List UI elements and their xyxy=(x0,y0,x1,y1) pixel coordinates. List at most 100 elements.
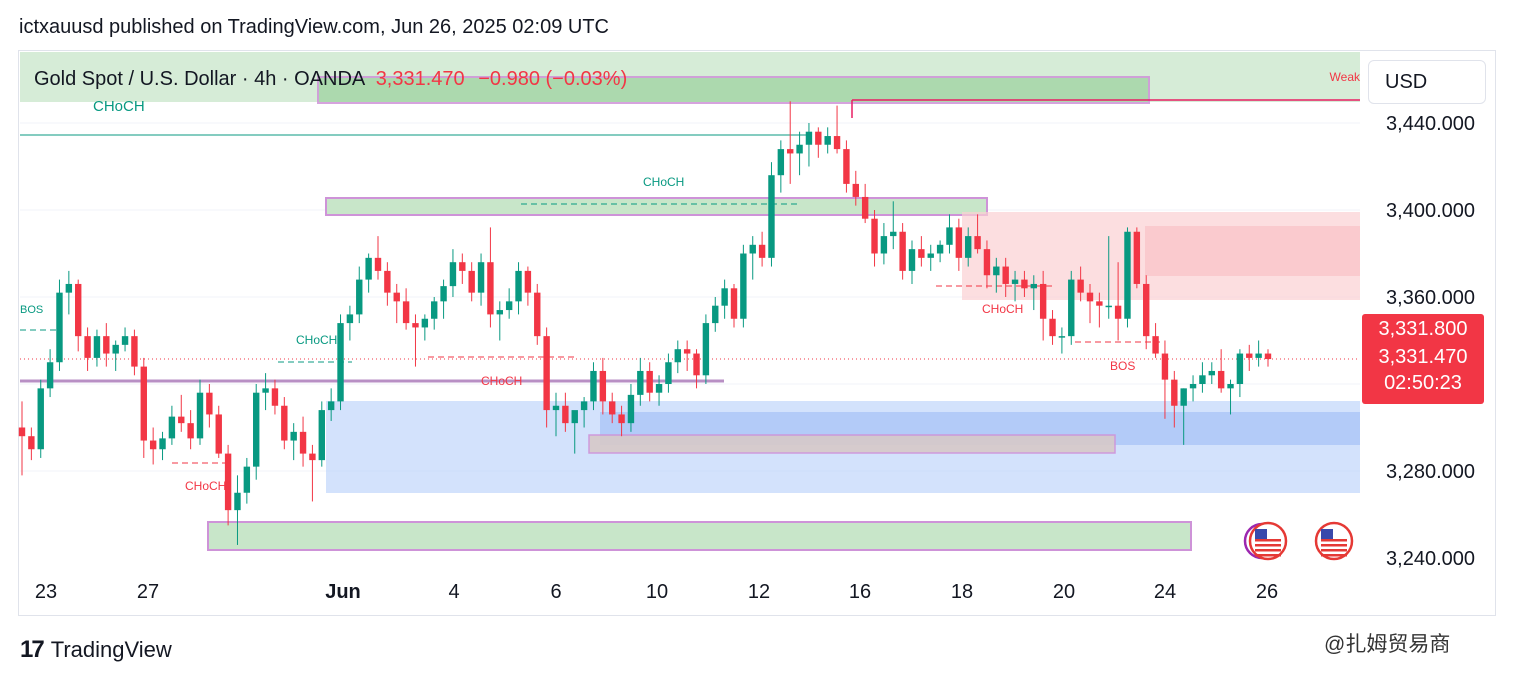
candle-body xyxy=(196,392,204,439)
candle-body xyxy=(534,292,541,337)
annotation-choch_top_left: CHoCH xyxy=(93,98,145,115)
candle-body xyxy=(1049,318,1056,337)
candles-layer xyxy=(18,101,1272,545)
top-order-block xyxy=(317,76,1150,104)
candle-body xyxy=(993,266,1000,276)
x-tick-label: 26 xyxy=(1256,581,1278,603)
tradingview-logo[interactable]: 17 TradingView xyxy=(20,636,172,664)
candle-body xyxy=(936,244,944,254)
x-tick-label: 23 xyxy=(35,581,57,603)
candle-body xyxy=(1208,370,1215,376)
symbol-legend[interactable]: Gold Spot / U.S. Dollar · 4h · OANDA 3,3… xyxy=(34,68,627,91)
legend-price: 3,331.470 xyxy=(375,68,465,90)
flag-stripe xyxy=(1321,554,1347,557)
publisher-line: ictxauusd published on TradingView.com, … xyxy=(19,16,609,38)
candle-body xyxy=(487,262,494,315)
annotation-choch_left_mid: CHoCH xyxy=(296,333,337,347)
currency-button[interactable]: USD xyxy=(1368,60,1486,104)
candle-body xyxy=(168,416,176,439)
candle-body xyxy=(346,314,354,324)
candle-body xyxy=(618,414,625,424)
symbol-title: Gold Spot / U.S. Dollar · 4h · OANDA xyxy=(34,68,365,90)
candle-body xyxy=(281,405,288,441)
candle-body xyxy=(524,270,532,293)
legend-change: −0.980 (−0.03%) xyxy=(478,68,628,90)
flag-stripe xyxy=(1255,549,1281,552)
candle-body xyxy=(833,136,841,150)
candle-body xyxy=(243,466,251,493)
candle-body xyxy=(75,283,82,337)
candle-body xyxy=(1124,231,1131,319)
candle-body xyxy=(496,310,503,315)
y-tick-label: 3,280.000 xyxy=(1386,461,1475,483)
y-tick-label: 3,360.000 xyxy=(1386,287,1475,309)
candle-body xyxy=(543,336,550,411)
last-price-label: 3,331.470 xyxy=(1378,346,1468,368)
candle-body xyxy=(805,131,813,145)
candle-body xyxy=(1077,279,1084,293)
candle-body xyxy=(112,344,119,354)
grey-block xyxy=(588,434,1116,454)
candle-body xyxy=(693,353,700,376)
candle-body xyxy=(646,370,653,393)
flag-canton xyxy=(1321,529,1333,539)
candle-body xyxy=(908,249,916,271)
candle-body xyxy=(1096,301,1103,306)
candle-body xyxy=(721,288,728,306)
candle-body xyxy=(637,370,644,395)
mid-order-block xyxy=(325,197,988,216)
flag-stripe xyxy=(1255,554,1281,557)
candle-body xyxy=(740,253,747,319)
x-tick-label: 20 xyxy=(1053,581,1075,603)
candle-body xyxy=(459,262,466,271)
candle-body xyxy=(327,401,335,411)
candle-body xyxy=(384,270,391,293)
candle-body xyxy=(552,405,560,411)
bottom-order-block xyxy=(207,521,1192,551)
candle-body xyxy=(965,236,972,258)
candle-body xyxy=(103,336,110,354)
candle-body xyxy=(412,323,419,328)
countdown-label: 02:50:23 xyxy=(1384,372,1462,394)
candle-body xyxy=(290,431,297,441)
candle-body xyxy=(374,257,382,271)
candle-body xyxy=(178,416,185,424)
candle-body xyxy=(440,286,447,302)
candle-body xyxy=(1217,370,1225,389)
candle-body xyxy=(787,149,794,154)
candle-body xyxy=(861,196,869,219)
candle-body xyxy=(402,301,410,324)
price-scale: 3,440.000 3,400.000 3,360.000 3,280.000 3,24… xyxy=(1386,113,1475,570)
candle-body xyxy=(1236,353,1244,384)
candle-body xyxy=(562,405,569,424)
candle-body xyxy=(131,336,138,367)
candle-body xyxy=(890,231,897,237)
event-icons xyxy=(1243,521,1354,561)
candle-body xyxy=(505,301,513,311)
candle-body xyxy=(899,231,906,271)
candle-body xyxy=(580,401,588,411)
flag-stripe xyxy=(1321,539,1347,542)
x-tick-label: 16 xyxy=(849,581,871,603)
candle-body xyxy=(852,183,859,197)
candle-body xyxy=(683,349,691,354)
candle-body xyxy=(1255,353,1262,358)
labels-layer: CHoCH Weak BOS CHoCH CHoCH CHoCH CHoCH CHoCH BOS xyxy=(20,70,1361,493)
candle-body xyxy=(159,438,166,450)
annotation-choch_mid_red: CHoCH xyxy=(481,374,522,388)
candle-body xyxy=(28,436,35,450)
y-tick-label: 3,400.000 xyxy=(1386,200,1475,222)
candle-body xyxy=(655,384,663,393)
candle-body xyxy=(1143,283,1150,337)
candle-body xyxy=(1171,379,1178,406)
candle-body xyxy=(609,401,616,415)
candle-body xyxy=(262,388,269,393)
candle-body xyxy=(224,453,232,511)
candle-body xyxy=(1030,283,1037,289)
candle-body xyxy=(1105,305,1112,308)
candle-body xyxy=(318,410,325,461)
candle-body xyxy=(93,336,101,358)
candle-body xyxy=(590,370,597,402)
candle-body xyxy=(730,288,738,319)
